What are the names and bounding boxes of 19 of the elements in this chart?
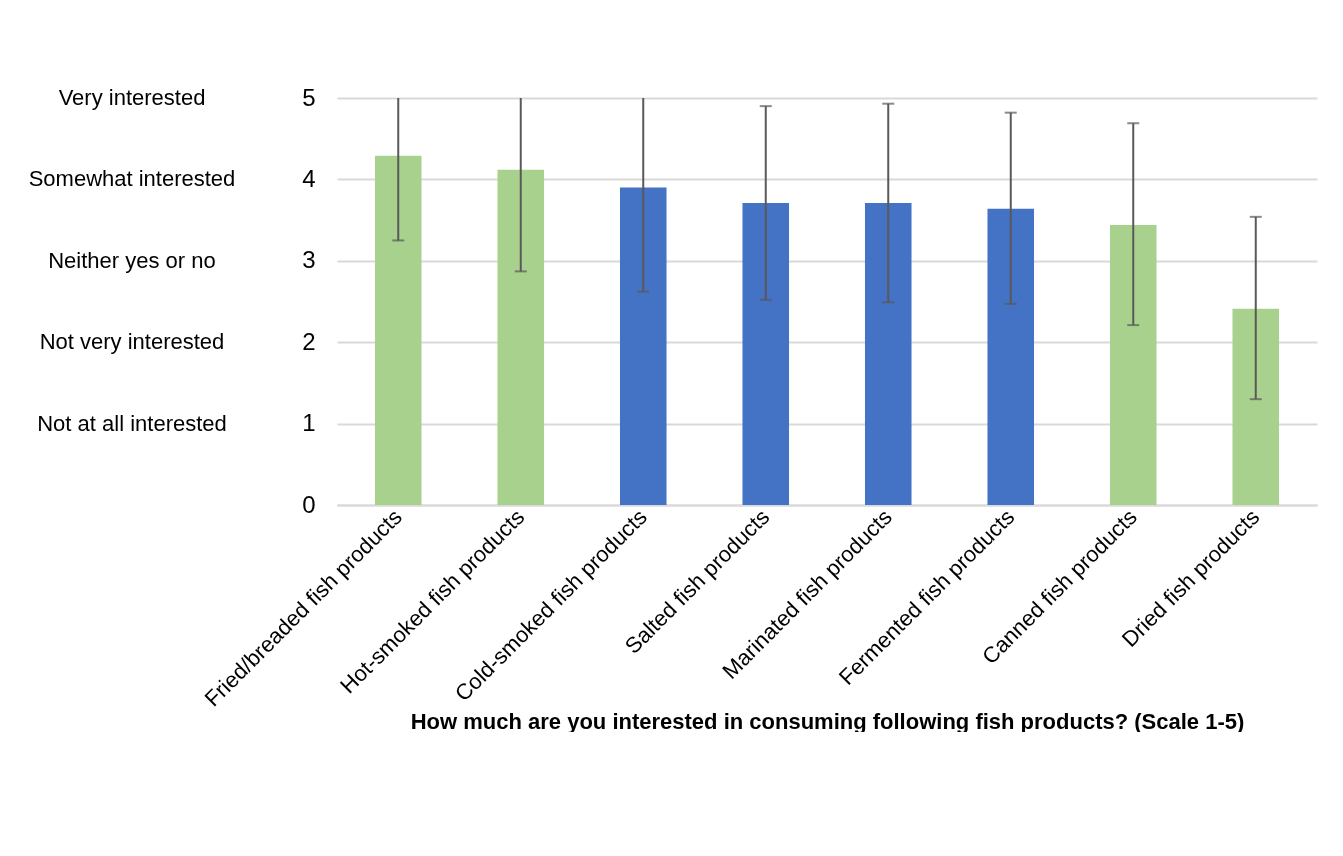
text: Very interested: [58, 85, 206, 110]
text: Not at all interested: [37, 410, 227, 436]
y-tick-label: 0: [302, 490, 316, 518]
text: Somewhat interested: [28, 166, 236, 192]
y-tick-label: 4: [302, 164, 316, 192]
bar: [374, 155, 422, 505]
y-tick-label: 1: [302, 409, 316, 437]
text: Not very interested: [39, 329, 225, 355]
y-tick-label: 3: [302, 246, 316, 274]
bar: [987, 208, 1035, 505]
bar: [742, 203, 790, 505]
bar: [1232, 308, 1280, 505]
y-tick-label: 2: [302, 327, 316, 355]
text: Neither yes or no: [48, 247, 216, 273]
y-tick-label: 5: [302, 83, 316, 111]
bar: [864, 203, 912, 505]
bar: [497, 169, 545, 505]
bar: [619, 187, 667, 505]
bar: [1109, 224, 1157, 505]
